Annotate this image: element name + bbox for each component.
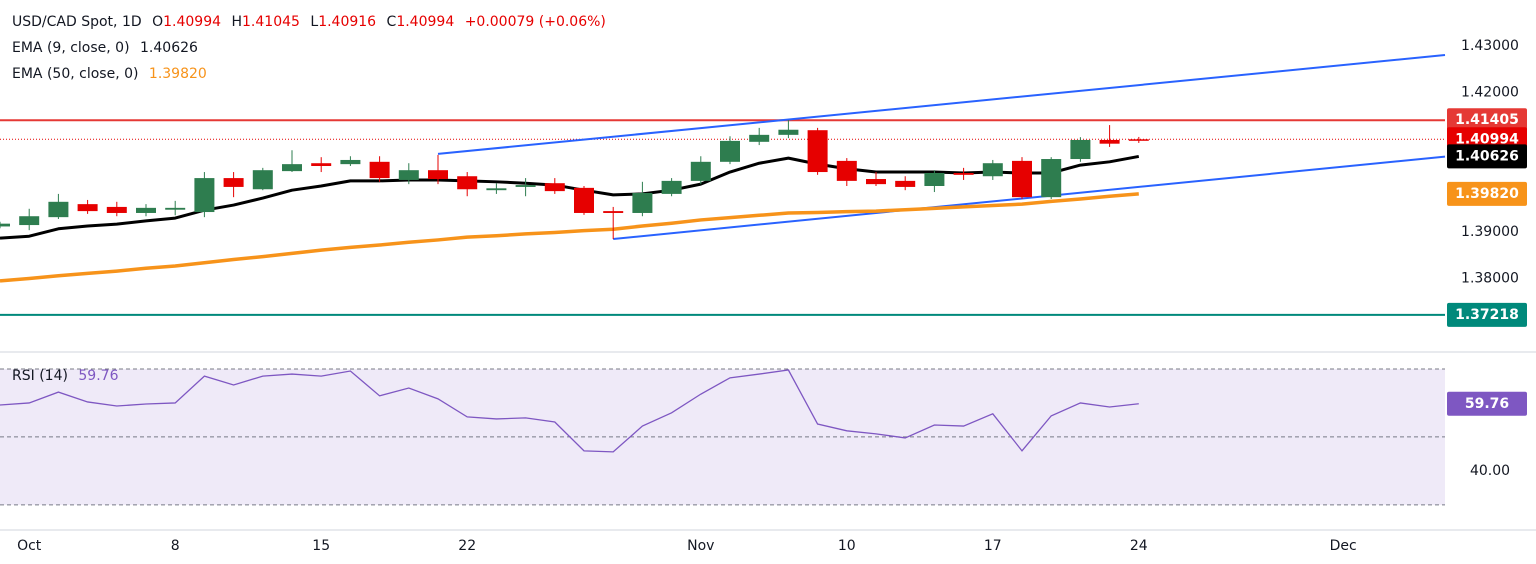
- ema-line: [0, 192, 1139, 283]
- candle-body: [544, 183, 565, 192]
- header: USD/CAD Spot, 1D O1.40994 H1.41045 L1.40…: [12, 14, 606, 30]
- candle-body: [836, 160, 857, 181]
- low-value: 1.40916: [318, 14, 376, 30]
- candle-body: [136, 207, 156, 213]
- y-tick-label: 1.42000: [1461, 85, 1519, 101]
- candle-body: [661, 180, 682, 194]
- candle-body: [1128, 139, 1149, 141]
- level-box: [1447, 108, 1527, 133]
- candle-body: [1070, 139, 1091, 160]
- candle-body: [778, 129, 799, 135]
- candle-body: [223, 178, 244, 187]
- x-tick-label: 10: [838, 538, 856, 554]
- rsi-line: [0, 369, 1139, 453]
- candle-body: [603, 211, 624, 213]
- candle-body: [807, 130, 828, 173]
- candle-body: [1041, 159, 1062, 198]
- candle-body: [515, 185, 536, 187]
- x-tick-label: 22: [458, 538, 476, 554]
- legend-name: EMA (9, close, 0): [12, 40, 130, 56]
- plot-layer: 1.43000 1.42000 1.39000 1.38000 40.00 Oct 8 15 2…: [0, 38, 1536, 554]
- high-value: 1.41045: [242, 14, 300, 30]
- ema9-legend: EMA (9, close, 0) 1.40626: [12, 40, 198, 56]
- candle-body: [866, 179, 886, 185]
- level-label: 1.41405: [1455, 112, 1519, 128]
- rsi-label: 59.76: [1465, 396, 1509, 412]
- candle-body: [311, 163, 332, 167]
- candle-body: [895, 180, 916, 187]
- rsi-tick-label: 40.00: [1470, 463, 1510, 479]
- candle-body: [369, 161, 390, 179]
- rsi-box: [1447, 391, 1527, 416]
- candle-body: [77, 204, 98, 212]
- candle-body: [428, 170, 448, 180]
- candle-body: [194, 178, 215, 213]
- legend-name: RSI (14): [12, 368, 68, 384]
- level-label: 1.37218: [1455, 307, 1519, 323]
- x-tick-label: 15: [312, 538, 330, 554]
- ema9-label: 1.40626: [1455, 148, 1519, 164]
- trendline: [613, 155, 1446, 241]
- legend-value: 1.40626: [140, 40, 198, 56]
- chart-title: USD/CAD Spot, 1D: [12, 14, 142, 30]
- y-tick-label: 1.39000: [1461, 224, 1519, 240]
- candle-body: [574, 187, 594, 213]
- close-label: C: [387, 14, 397, 30]
- candle-body: [632, 192, 653, 213]
- close-value: 1.40994: [396, 14, 454, 30]
- candle-body: [924, 172, 945, 186]
- candle-body: [282, 164, 302, 172]
- candle-body: [749, 134, 770, 142]
- x-tick-label: 17: [984, 538, 1002, 554]
- legend-name: EMA (50, close, 0): [12, 66, 138, 82]
- candle-body: [1099, 139, 1120, 144]
- candle-body: [0, 223, 10, 227]
- candle-body: [1012, 160, 1032, 198]
- ema-line: [0, 154, 1140, 240]
- high-label: H: [231, 14, 242, 30]
- candle-body: [486, 188, 507, 191]
- candle-body: [457, 176, 478, 190]
- candle-body: [106, 206, 127, 213]
- candle-body: [165, 207, 186, 210]
- ema9-box: [1447, 144, 1527, 169]
- ema50-box: [1447, 181, 1527, 206]
- y-tick-label: 1.43000: [1461, 38, 1519, 54]
- candle-body: [19, 216, 40, 226]
- open-value: 1.40994: [163, 14, 221, 30]
- ema50-legend: EMA (50, close, 0) 1.39820: [12, 66, 207, 82]
- candle-body: [982, 163, 1003, 177]
- candle-body: [720, 140, 740, 162]
- trendline: [437, 54, 1446, 155]
- y-tick-label: 1.38000: [1461, 271, 1519, 287]
- candle-body: [252, 170, 273, 190]
- candle-body: [690, 161, 711, 181]
- candle-body: [953, 172, 974, 175]
- legend-value: 1.39820: [149, 66, 207, 82]
- ema50-label: 1.39820: [1455, 186, 1519, 202]
- rsi-legend: RSI (14) 59.76: [12, 368, 119, 384]
- low-label: L: [310, 14, 318, 30]
- change: +0.00079 (+0.06%): [465, 14, 606, 30]
- candle-body: [340, 159, 361, 165]
- candle-body: [48, 201, 69, 218]
- last-price-label: 1.40994: [1455, 131, 1519, 147]
- legend-value: 59.76: [78, 368, 118, 384]
- open-label: O: [152, 14, 163, 30]
- x-tick-label: Nov: [687, 538, 714, 554]
- x-tick-label: Dec: [1330, 538, 1357, 554]
- level-box: [1447, 302, 1527, 327]
- x-tick-label: 8: [171, 538, 180, 554]
- candle-body: [398, 170, 419, 180]
- x-tick-label: Oct: [17, 538, 42, 554]
- x-tick-label: 24: [1130, 538, 1148, 554]
